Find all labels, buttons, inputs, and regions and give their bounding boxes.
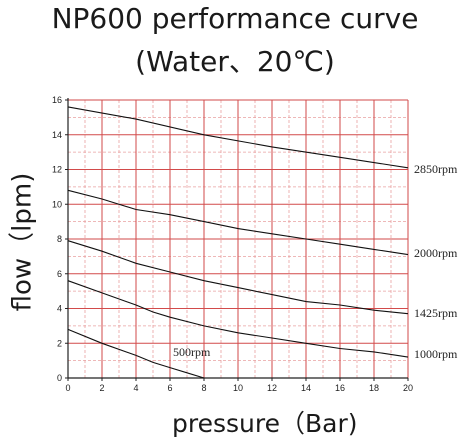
- curve-label-500rpm: 500rpm: [173, 345, 211, 359]
- x-tick-label: 14: [301, 383, 311, 393]
- x-tick-label: 16: [335, 383, 345, 393]
- curve-2000rpm: [67, 189, 409, 256]
- y-tick-label: 8: [57, 234, 62, 244]
- y-tick-label: 4: [57, 304, 62, 314]
- chart-title-line-2: (Water、20℃): [135, 45, 335, 78]
- x-tick-label: 6: [167, 383, 172, 393]
- curve-1000rpm: [67, 280, 409, 358]
- y-tick-label: 6: [57, 269, 62, 279]
- y-tick-label: 10: [52, 199, 62, 209]
- curve-label-1000rpm: 1000rpm: [414, 347, 458, 361]
- y-tick-label: 14: [52, 130, 62, 140]
- curve-label-2850rpm: 2850rpm: [414, 162, 458, 176]
- x-tick-label: 20: [403, 383, 413, 393]
- y-tick-label: 12: [52, 165, 62, 175]
- x-tick-label: 12: [267, 383, 277, 393]
- chart-title-line-1: NP600 performance curve: [51, 2, 419, 35]
- x-tick-label: 2: [99, 383, 104, 393]
- y-tick-label: 0: [57, 373, 62, 383]
- curve-500rpm: [67, 328, 205, 379]
- x-tick-label: 10: [233, 383, 243, 393]
- curve-1425rpm: [67, 240, 409, 315]
- x-tick-label: 18: [369, 383, 379, 393]
- curve-label-2000rpm: 2000rpm: [414, 246, 458, 260]
- y-tick-label: 2: [57, 338, 62, 348]
- y-tick-label: 16: [52, 95, 62, 105]
- x-tick-label: 0: [65, 383, 70, 393]
- x-tick-label: 8: [201, 383, 206, 393]
- curve-2850rpm: [67, 106, 409, 169]
- x-axis-label: pressure（Bar): [172, 409, 358, 438]
- curve-label-1425rpm: 1425rpm: [414, 306, 458, 320]
- x-tick-label: 4: [133, 383, 138, 393]
